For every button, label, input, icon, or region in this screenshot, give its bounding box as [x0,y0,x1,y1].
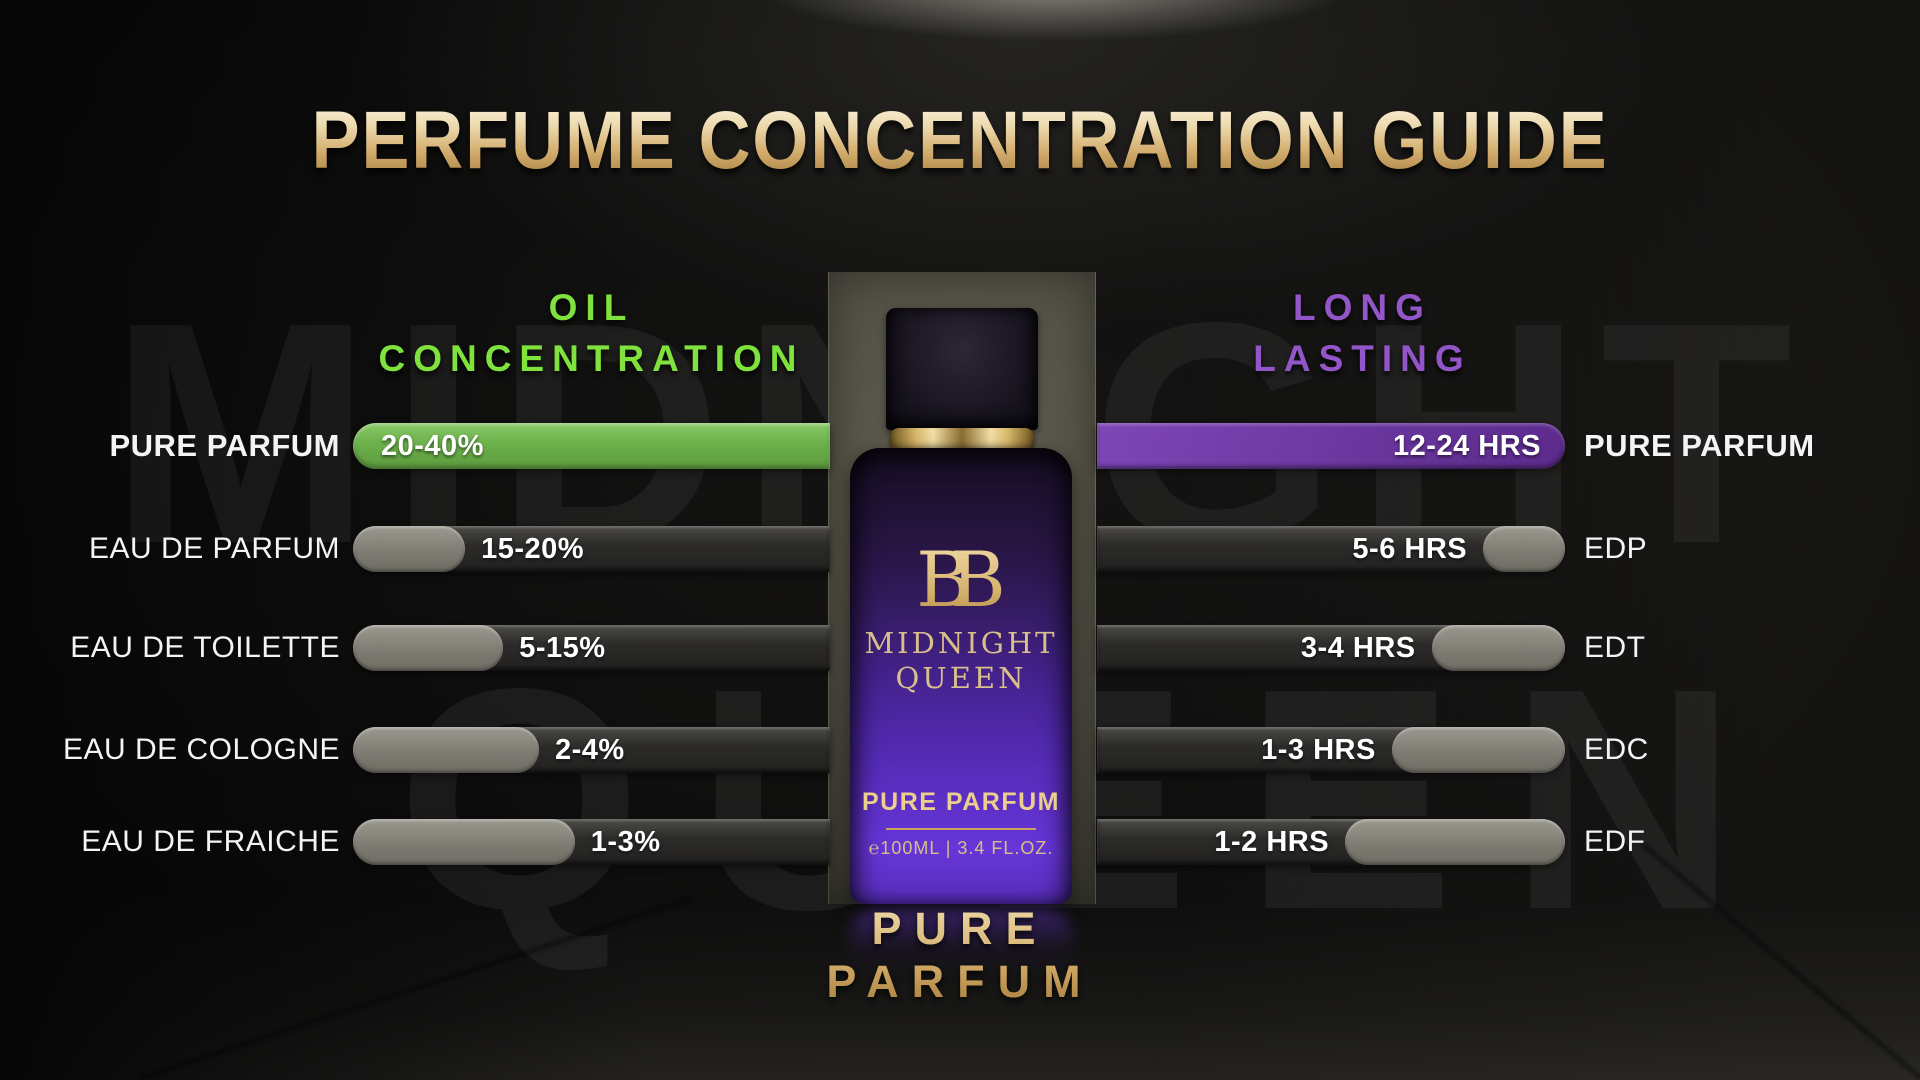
oil-value-edp: 15-20% [481,533,585,565]
lasting-heading-line2: LASTING [1253,338,1472,380]
footer-line1: PURE [871,903,1049,954]
lasting-bar-edf: 1-2 HRS [1097,819,1565,865]
oil-heading-line2: CONCENTRATION [378,338,805,380]
bottle-label-rule [886,828,1036,830]
bottle-type-label: PURE PARFUM [862,788,1060,816]
row-label-eau-de-toilette: EAU DE TOILETTE [70,631,340,664]
brand-logo-letter2: B [950,535,1006,624]
oil-bar-edc: 2-4% [353,727,830,773]
page-title: PERFUME CONCENTRATION GUIDE [115,94,1805,188]
brand-logo: BB [850,542,1072,618]
bottle-body: BB MIDNIGHT QUEEN PURE PARFUM ℮100ML | 3… [850,448,1072,904]
lasting-bar-edt: 3-4 HRS [1097,625,1565,671]
oil-bar-edp: 15-20% [353,526,830,572]
lasting-bar-pure-parfum: 12-24 HRS [1097,423,1565,469]
footer-product-type: PURE PARFUM [760,903,1160,1008]
row-label-pure-parfum-left: PURE PARFUM [109,428,340,463]
lasting-fill-edp [1483,526,1565,572]
footer-line2: PARFUM [826,955,1094,1007]
bottle-reflection [850,906,1072,978]
oil-fill-edf [353,819,575,865]
row-label-eau-de-cologne: EAU DE COLOGNE [62,733,340,766]
lasting-value-edf: 1-2 HRS [1214,826,1330,858]
oil-concentration-heading: OIL CONCENTRATION [353,282,830,384]
lasting-fill-edt [1431,625,1565,671]
bottle-name: MIDNIGHT QUEEN [850,626,1072,697]
oil-fill-edc [353,727,540,773]
lasting-bar-edc: 1-3 HRS [1097,727,1565,773]
oil-heading-line1: OIL [548,287,635,328]
lasting-heading-line1: LONG [1293,287,1432,328]
lasting-bar-edp: 5-6 HRS [1097,526,1565,572]
oil-value-edt: 5-15% [519,632,606,664]
long-lasting-heading: LONG LASTING [1125,282,1600,384]
oil-bar-edf: 1-3% [353,819,830,865]
bottle-name-line2: QUEEN [895,661,1027,696]
oil-value-pure-parfum: 20-40% [381,430,484,462]
bottle-volume: ℮100ML | 3.4 FL.OZ. [868,838,1054,858]
row-label-edt: EDT [1584,631,1646,664]
lasting-value-edc: 1-3 HRS [1261,734,1376,766]
row-label-eau-de-parfum: EAU DE PARFUM [89,532,340,565]
row-label-edp: EDP [1584,532,1648,565]
oil-bar-pure-parfum: 20-40% [353,423,830,469]
bottle-name-line1: MIDNIGHT [864,626,1058,660]
lasting-value-pure-parfum: 12-24 HRS [1393,430,1541,462]
oil-bar-edt: 5-15% [353,625,830,671]
row-label-edf: EDF [1584,825,1646,858]
row-label-eau-de-fraiche: EAU DE FRAICHE [81,825,340,858]
lasting-fill-edf [1345,819,1565,865]
bottle-cap [886,308,1038,430]
lasting-fill-edc [1391,727,1565,773]
lasting-value-edp: 5-6 HRS [1352,533,1468,565]
row-label-pure-parfum-right: PURE PARFUM [1584,428,1815,463]
oil-fill-edt [353,625,504,671]
oil-fill-edp [353,526,466,572]
oil-value-edf: 1-3% [590,826,661,858]
perfume-bottle: BB MIDNIGHT QUEEN PURE PARFUM ℮100ML | 3… [828,272,1094,904]
lasting-value-edt: 3-4 HRS [1300,632,1416,664]
row-label-edc: EDC [1584,733,1649,766]
oil-value-edc: 2-4% [555,734,625,766]
